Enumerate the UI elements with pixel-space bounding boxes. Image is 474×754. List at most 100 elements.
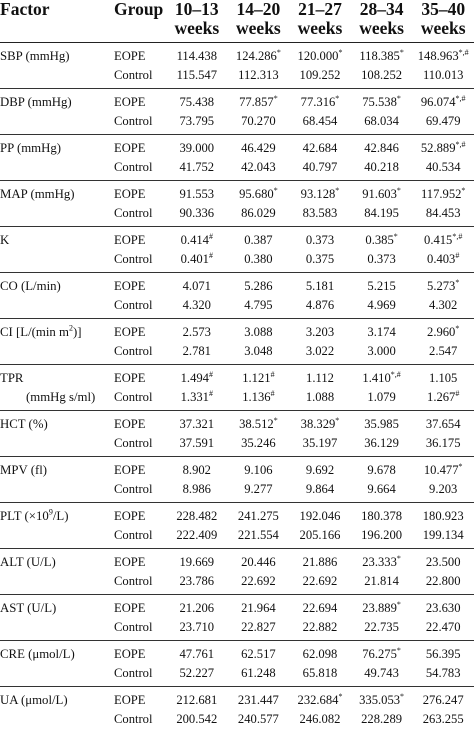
- significance-mark: *: [400, 691, 405, 701]
- table-row: UA (μmol/L) EOPE 212.681 231.447 232.684* 335…: [0, 687, 474, 711]
- value-number: 61.248: [241, 666, 276, 680]
- value-cell: 8.902: [166, 457, 228, 481]
- value-cell: 276.247: [412, 687, 474, 711]
- value-number: 23.786: [179, 574, 215, 588]
- significance-mark: #: [270, 369, 275, 379]
- value-number: 21.814: [364, 574, 399, 588]
- factor-cell: CRE (μmol/L): [0, 647, 75, 661]
- value-cell: 120.000*: [289, 43, 351, 67]
- value-number: 93.128: [300, 187, 336, 201]
- value-cell: 68.034: [350, 112, 413, 135]
- significance-mark: *: [338, 47, 343, 57]
- value-cell: 22.735: [350, 618, 413, 641]
- value-cell: 22.882: [289, 618, 351, 641]
- value-number: 42.846: [364, 141, 399, 155]
- value-number: 42.684: [302, 141, 338, 155]
- value-number: 115.547: [176, 68, 218, 82]
- value-number: 180.923: [422, 509, 464, 523]
- value-cell: 61.248: [227, 664, 290, 687]
- value-cell: 5.215: [351, 273, 413, 297]
- significance-mark: *: [399, 47, 404, 57]
- value-cell: 118.385*: [351, 43, 413, 67]
- factor-label: PLT (×10: [0, 509, 49, 523]
- table-row: Control 115.547 112.313 109.252 108.252 110.0…: [0, 66, 474, 89]
- value-number: 21.206: [179, 601, 215, 615]
- value-cell: 4.071: [166, 273, 228, 297]
- value-cell: 84.195: [350, 204, 413, 227]
- value-cell: 84.453: [412, 204, 474, 227]
- significance-mark: #: [208, 388, 213, 398]
- value-cell: 42.684: [289, 135, 351, 159]
- value-cell: 205.166: [289, 526, 351, 549]
- value-number: 114.438: [176, 49, 218, 63]
- value-number: 38.329: [300, 417, 336, 431]
- value-number: 0.380: [244, 252, 273, 266]
- value-number: 124.286: [235, 49, 277, 63]
- group-cell: Control: [112, 480, 166, 503]
- factor-cell: SBP (mmHg): [0, 49, 70, 63]
- value-number: 83.583: [302, 206, 338, 220]
- value-cell: 21.814: [350, 572, 413, 595]
- value-number: 95.680: [239, 187, 274, 201]
- value-number: 240.577: [237, 712, 279, 726]
- value-number: 22.800: [425, 574, 461, 588]
- factor-cell: [0, 710, 112, 732]
- value-number: 4.969: [367, 298, 396, 312]
- value-number: 40.797: [302, 160, 338, 174]
- significance-mark: *,#: [452, 231, 463, 241]
- table-row: AST (U/L) EOPE 21.206 21.964 22.694 23.889* 23…: [0, 595, 474, 619]
- value-cell: 0.387: [228, 227, 290, 251]
- significance-mark: *: [273, 185, 278, 195]
- value-number: 54.783: [425, 666, 461, 680]
- significance-mark: *,#: [458, 47, 469, 57]
- value-cell: 0.375: [289, 250, 351, 273]
- value-cell: 3.022: [289, 342, 351, 365]
- table-row: DBP (mmHg) EOPE 75.438 77.857* 77.316* 75.538…: [0, 89, 474, 113]
- value-number: 91.603: [362, 187, 397, 201]
- factor-superscript: 2: [68, 323, 73, 333]
- significance-mark: *: [335, 93, 340, 103]
- value-cell: 9.203: [412, 480, 474, 503]
- value-cell: 1.105: [412, 365, 474, 389]
- value-cell: 240.577: [228, 710, 290, 732]
- group-cell: Control: [112, 526, 166, 549]
- value-cell: 8.986: [166, 480, 228, 503]
- significance-mark: *: [396, 185, 401, 195]
- value-number: 23.500: [425, 555, 461, 569]
- factor-cell: [0, 618, 112, 641]
- value-cell: 95.680*: [228, 181, 290, 205]
- value-number: 77.857: [239, 95, 274, 109]
- significance-mark: *: [458, 461, 463, 471]
- value-cell: 93.128*: [289, 181, 351, 205]
- value-cell: 77.857*: [228, 89, 290, 113]
- significance-mark: *: [393, 231, 398, 241]
- value-cell: 2.960*: [412, 319, 474, 343]
- value-number: 40.534: [425, 160, 461, 174]
- factor-cell: [0, 112, 112, 135]
- value-number: 68.034: [364, 114, 399, 128]
- factor-cell: [0, 66, 112, 89]
- significance-mark: *: [396, 599, 401, 609]
- value-cell: 91.603*: [351, 181, 413, 205]
- value-cell: 0.385*: [351, 227, 413, 251]
- value-cell: 5.181: [289, 273, 351, 297]
- value-cell: 108.252: [350, 66, 413, 89]
- value-number: 0.375: [305, 252, 335, 266]
- table-row: PP (mmHg) EOPE 39.000 46.429 42.684 42.846 52.…: [0, 135, 474, 159]
- value-number: 2.960: [427, 325, 456, 339]
- table-row: Control 52.227 61.248 65.818 49.743 54.783: [0, 664, 474, 687]
- value-number: 9.864: [305, 482, 335, 496]
- table-row: Control 23.786 22.692 22.692 21.814 22.800: [0, 572, 474, 595]
- table-row: PLT (×109/L) EOPE 228.482 241.275 192.046 180…: [0, 503, 474, 527]
- factor-cell: PP (mmHg): [0, 141, 62, 155]
- value-number: 75.438: [179, 95, 215, 109]
- group-cell: EOPE: [114, 647, 146, 661]
- value-cell: 0.403#: [412, 250, 474, 273]
- value-number: 2.781: [182, 344, 211, 358]
- value-number: 4.876: [305, 298, 335, 312]
- value-number: 23.630: [425, 601, 461, 615]
- value-cell: 0.414#: [166, 227, 228, 251]
- value-cell: 23.500: [412, 549, 474, 573]
- significance-mark: *: [335, 415, 340, 425]
- value-cell: 41.752: [166, 158, 228, 181]
